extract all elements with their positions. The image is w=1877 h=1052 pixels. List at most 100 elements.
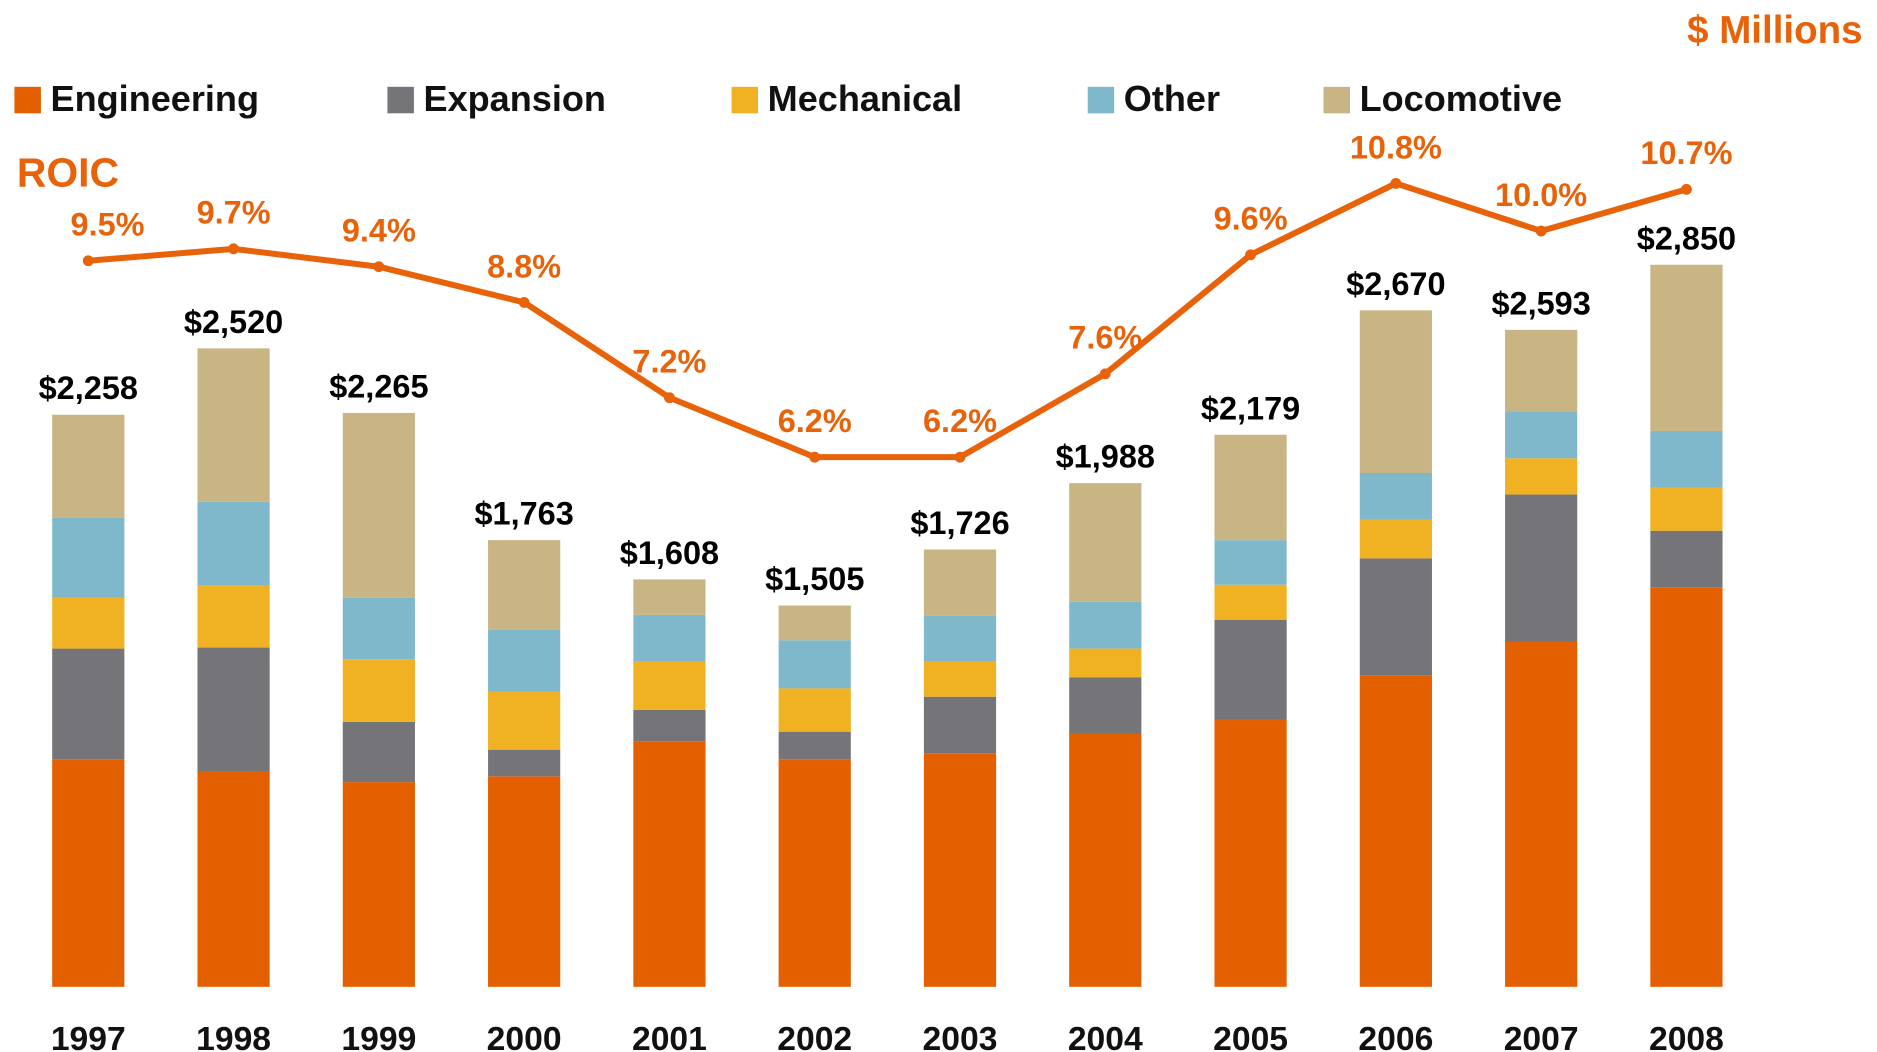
bar-segment — [778, 605, 851, 641]
legend-swatch — [731, 86, 759, 114]
roic-label: 7.2% — [632, 344, 706, 380]
bar-segment — [1359, 519, 1432, 559]
roic-point — [82, 255, 94, 267]
bar-segment — [52, 648, 125, 760]
bar-segment — [342, 412, 415, 598]
bar-segment — [633, 709, 706, 742]
bar-segment — [633, 614, 706, 662]
roic-label: 10.7% — [1640, 135, 1732, 171]
bar-segment — [488, 749, 561, 777]
roic-label: 8.8% — [487, 248, 561, 284]
bar-segment — [342, 659, 415, 722]
unit-label: $ Millions — [1687, 9, 1862, 52]
x-tick-label: 2007 — [1504, 1021, 1579, 1052]
bar-segment — [1650, 587, 1723, 987]
roic-point — [1390, 177, 1402, 189]
bar-segment — [923, 696, 997, 754]
bar-segment — [1505, 641, 1578, 987]
bar-segment — [52, 517, 125, 598]
bar-segment — [342, 721, 415, 783]
bar-segment — [1069, 733, 1142, 987]
bar-segment — [1505, 329, 1578, 412]
total-label: $2,593 — [1491, 285, 1590, 321]
bar-segment — [1359, 558, 1432, 676]
total-label: $2,850 — [1637, 220, 1736, 256]
legend-swatch — [14, 86, 41, 114]
roic-label: 9.7% — [197, 195, 271, 231]
bar-segment — [1650, 530, 1723, 588]
bar-segment — [923, 661, 997, 697]
legend-swatch — [1323, 86, 1350, 114]
bar-segment — [1359, 473, 1432, 520]
bar-segment — [488, 629, 561, 692]
total-label: $1,763 — [474, 496, 573, 532]
bar-segment — [633, 661, 706, 710]
bar-segment — [1505, 458, 1578, 495]
roic-point — [1099, 368, 1111, 380]
bar-segment — [923, 549, 997, 616]
roic-point — [518, 296, 530, 308]
bar-segment — [1650, 430, 1723, 488]
bar-segment — [1069, 601, 1142, 649]
x-tick-label: 1998 — [196, 1021, 271, 1052]
x-tick-label: 2005 — [1213, 1021, 1288, 1052]
bar-segment — [633, 579, 706, 615]
roic-label: 9.5% — [71, 207, 145, 243]
bar-segment — [1650, 487, 1723, 531]
bar-segment — [923, 753, 997, 987]
bar-segment — [488, 691, 561, 750]
total-label: $2,258 — [39, 370, 138, 406]
bar-segment — [778, 759, 851, 987]
bar-segment — [197, 771, 270, 987]
roic-point — [809, 451, 821, 463]
roic-point — [954, 451, 966, 463]
roic-point — [373, 261, 385, 273]
roic-point — [1245, 249, 1256, 261]
x-tick-label: 2003 — [923, 1021, 998, 1052]
bar-segment — [488, 776, 561, 987]
roic-label: 10.8% — [1350, 129, 1442, 165]
bar-segment — [52, 597, 125, 649]
bar-segment — [1359, 675, 1432, 987]
bar-segment — [52, 759, 125, 987]
bar-segment — [778, 640, 851, 689]
roic-label: 7.6% — [1068, 320, 1142, 356]
bar-segment — [197, 647, 270, 772]
x-tick-label: 1997 — [51, 1021, 126, 1052]
legend-label: Engineering — [51, 78, 259, 119]
bar-segment — [1505, 411, 1578, 459]
bar-segment — [1650, 264, 1723, 431]
bar-segment — [1214, 619, 1287, 720]
total-label: $2,670 — [1346, 266, 1445, 302]
total-label: $1,726 — [910, 505, 1009, 541]
bar-segment — [923, 615, 997, 662]
roic-label: 9.6% — [1214, 201, 1288, 237]
bar-segment — [1359, 310, 1432, 474]
bar-segment — [197, 584, 270, 648]
bar-segment — [1214, 719, 1287, 987]
total-label: $1,608 — [620, 535, 719, 571]
roic-line — [88, 180, 1688, 461]
roic-point — [1535, 225, 1547, 237]
x-tick-label: 2006 — [1358, 1021, 1433, 1052]
legend-label: Expansion — [424, 78, 606, 119]
total-label: $2,520 — [184, 304, 283, 340]
bar-segment — [197, 501, 270, 585]
x-tick-label: 1999 — [341, 1021, 416, 1052]
total-label: $1,988 — [1056, 439, 1155, 475]
roic-label: 10.0% — [1495, 177, 1587, 213]
bar-segment — [197, 348, 270, 502]
x-tick-label: 2002 — [777, 1021, 852, 1052]
bar-segment — [52, 414, 125, 518]
bar-segment — [778, 688, 851, 732]
bar-segment — [1214, 540, 1287, 585]
total-label: $2,265 — [329, 368, 428, 404]
line-series-name: ROIC — [17, 150, 119, 196]
bar-segment — [633, 741, 706, 987]
bar-segment — [342, 597, 415, 660]
bar-segment — [778, 731, 851, 760]
x-tick-label: 2008 — [1649, 1021, 1724, 1052]
roic-label: 6.2% — [923, 403, 997, 439]
x-tick-label: 2001 — [632, 1021, 707, 1052]
legend-swatch — [387, 86, 414, 114]
